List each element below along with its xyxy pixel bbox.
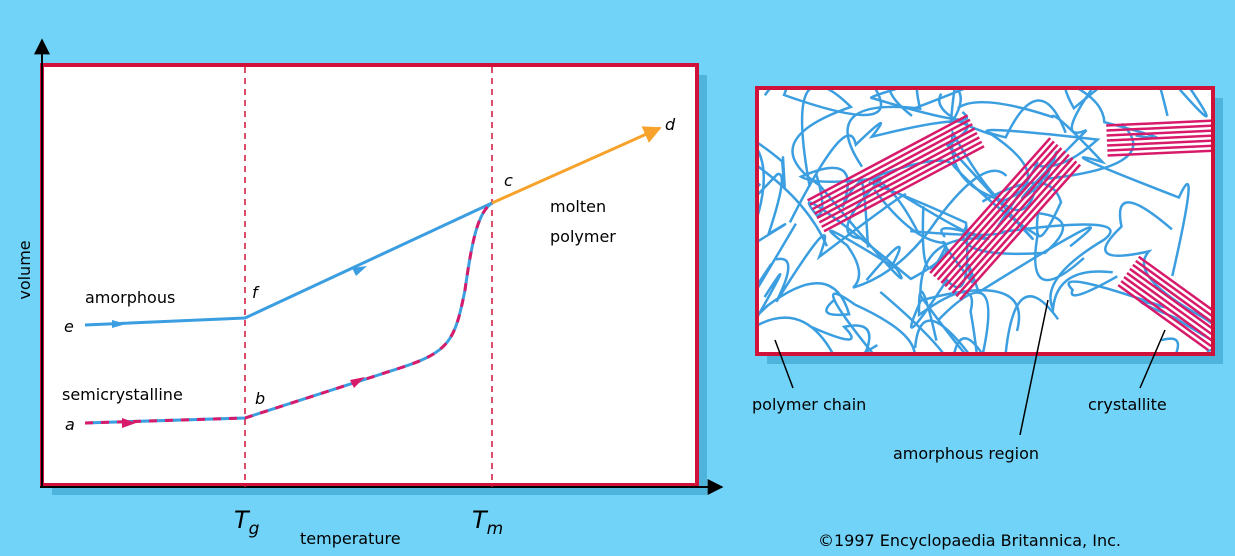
curve-label: semicrystalline xyxy=(62,385,183,404)
curve-label: polymer xyxy=(550,227,616,246)
structure-label: polymer chain xyxy=(752,395,866,414)
tg-label: Tg xyxy=(234,506,260,539)
tm-label: Tm xyxy=(472,506,503,539)
structure-label: crystallite xyxy=(1088,395,1167,414)
point-label: e xyxy=(64,317,74,336)
credit: ©1997 Encyclopaedia Britannica, Inc. xyxy=(818,531,1121,550)
curve-label: molten xyxy=(550,197,606,216)
point-label: b xyxy=(255,389,265,408)
y-label: volume xyxy=(15,240,34,299)
x-label: temperature xyxy=(300,529,401,548)
curve-label: amorphous xyxy=(85,288,175,307)
point-label: c xyxy=(504,171,513,190)
page: volume temperature Tg Tm a b c d e f amo… xyxy=(0,0,1235,556)
structure-label: amorphous region xyxy=(893,444,1039,463)
point-label: a xyxy=(65,415,75,434)
figure: volume temperature Tg Tm a b c d e f amo… xyxy=(0,0,1235,556)
point-label: d xyxy=(665,115,676,134)
